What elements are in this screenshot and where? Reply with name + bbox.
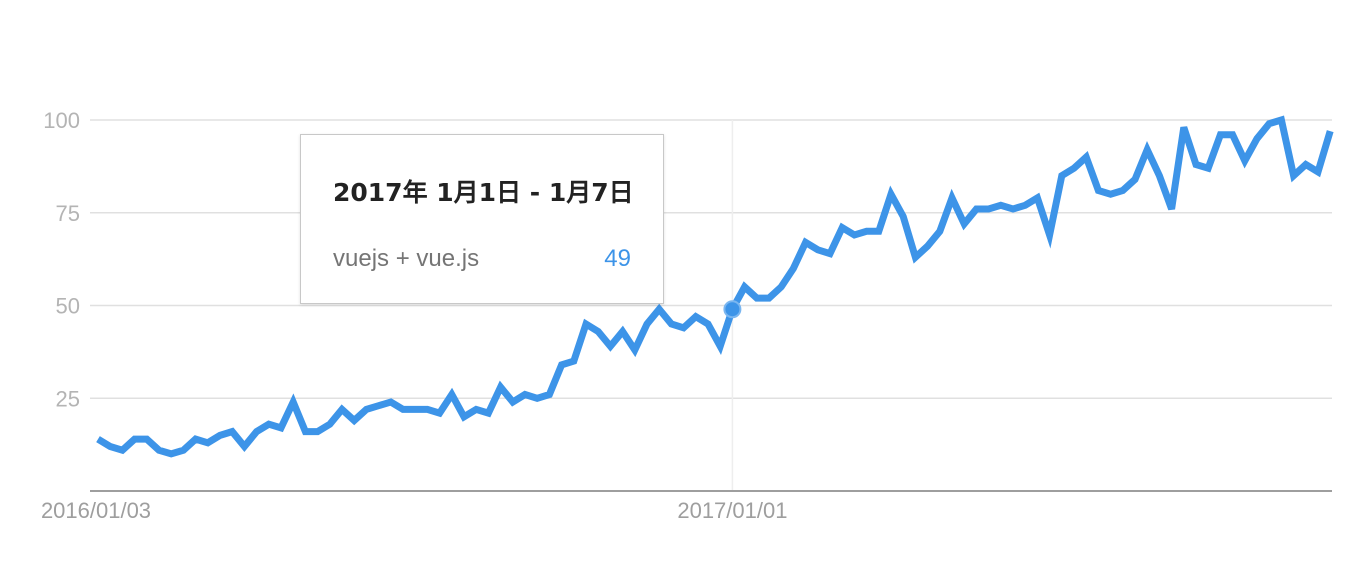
highlight-point <box>723 300 742 319</box>
y-tick-label: 25 <box>56 386 80 411</box>
x-tick-label: 2016/01/03 <box>41 498 151 523</box>
tooltip-value: 49 <box>604 245 631 272</box>
y-tick-label: 100 <box>43 108 80 133</box>
y-tick-label: 75 <box>56 201 80 226</box>
tooltip-series-label: vuejs + vue.js <box>333 245 480 272</box>
x-tick-label: 2017/01/01 <box>677 498 787 523</box>
series-line-vuejs <box>96 115 1334 458</box>
tooltip-date: 2017年 1月1日 - 1月7日 <box>333 178 634 207</box>
y-tick-label: 50 <box>56 294 80 319</box>
tooltip: 2017年 1月1日 - 1月7日 vuejs + vue.js 49 <box>300 134 664 304</box>
